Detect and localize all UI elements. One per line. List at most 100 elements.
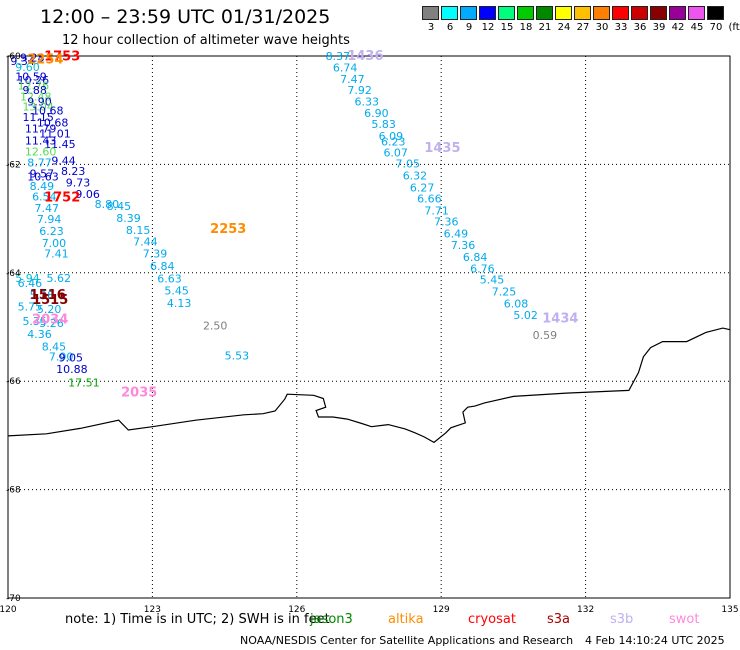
wave-height-value: 9.73 — [66, 177, 91, 190]
pass-time-label: 1434 — [542, 312, 578, 327]
wave-height-value: 7.36 — [451, 239, 476, 252]
map-subtitle: 12 hour collection of altimeter wave hei… — [62, 33, 350, 48]
wave-height-value: 9.28 — [20, 51, 45, 64]
antarctic-coastline — [7, 327, 731, 444]
wave-height-value: 7.36 — [434, 216, 459, 229]
satellite-jason3-label: jason3 — [310, 612, 353, 627]
wave-height-value: 6.76 — [470, 262, 495, 275]
wave-height-value: 6.46 — [18, 277, 43, 290]
wave-height-value: 10.63 — [27, 171, 59, 184]
colorbar-swatch — [422, 6, 439, 20]
lat-tick-label: -64 — [6, 269, 21, 279]
colorbar-swatch — [688, 6, 705, 20]
lon-tick-label: 120 — [0, 605, 17, 615]
pass-time-label: 2253 — [210, 222, 246, 237]
wave-height-value: 8.39 — [116, 212, 141, 225]
wave-height-value: 9.34 — [10, 55, 35, 68]
wave-height-value: 10.88 — [56, 363, 87, 376]
colorbar-tick-label: 42 — [671, 22, 685, 33]
wave-height-value: 7.41 — [44, 248, 69, 261]
satellite-swot-label: swot — [669, 612, 700, 627]
wave-height-value: 5.35 — [22, 315, 47, 328]
wave-height-value: 11.45 — [44, 138, 76, 151]
wave-height-value: 6.27 — [410, 182, 435, 195]
colorbar-tick-label: 30 — [595, 22, 609, 33]
pass-time-label: 2034 — [32, 313, 68, 328]
pass-time-label: 1752 — [44, 190, 80, 205]
lon-tick-label: 129 — [433, 605, 450, 615]
wave-height-value: 9.60 — [15, 61, 40, 74]
wave-height-value: 8.45 — [107, 200, 132, 213]
wave-height-value: 10.26 — [18, 74, 50, 87]
wave-height-value: 6.74 — [333, 62, 358, 75]
colorbar-tick-label: 45 — [690, 22, 704, 33]
wave-height-value: 5.94 — [15, 272, 40, 285]
wave-height-value: 5.83 — [371, 118, 396, 131]
colorbar-tick-label: 12 — [481, 22, 495, 33]
wave-height-value: 6.33 — [355, 95, 380, 108]
wave-height-value: 5.75 — [18, 301, 43, 314]
wave-height-value: 7.25 — [492, 286, 517, 299]
lat-tick-label: -66 — [6, 377, 21, 387]
wave-height-value: 2.50 — [203, 320, 228, 333]
wave-height-value: 5.20 — [37, 303, 62, 316]
lon-tick-label: 123 — [144, 605, 161, 615]
map-grid — [7, 55, 731, 599]
wave-height-value: 8.49 — [30, 180, 55, 193]
colorbar-swatch — [479, 6, 496, 20]
wave-height-value: 5.28 — [30, 289, 55, 302]
wave-height-value: 5.62 — [47, 272, 72, 285]
colorbar-swatch — [536, 6, 553, 20]
lat-tick-label: -68 — [6, 486, 21, 496]
colorbar-swatch — [498, 6, 515, 20]
wave-height-value: 17.51 — [68, 377, 100, 390]
data-labels: 9.289.349.6010.5910.2612.769.8812.489.90… — [10, 49, 578, 401]
wave-height-value: 6.23 — [381, 135, 406, 148]
pass-time-label: 2035 — [121, 385, 157, 400]
wave-height-value: 8.15 — [126, 224, 151, 237]
satellite-cryosat-label: cryosat — [468, 612, 516, 627]
colorbar-tick-label: 18 — [519, 22, 533, 33]
wave-height-value: 11.15 — [22, 111, 54, 124]
pass-time-label: 1436 — [347, 49, 383, 64]
wave-height-value: 6.32 — [403, 170, 428, 183]
colorbar-swatch — [612, 6, 629, 20]
wave-height-value: 6.23 — [39, 225, 64, 238]
colorbar-swatch — [593, 6, 610, 20]
colorbar-swatch — [707, 6, 724, 20]
wave-height-value: 9.05 — [59, 352, 84, 365]
lon-tick-label: 135 — [721, 605, 738, 615]
wave-height-value: 9.06 — [75, 188, 100, 201]
wave-height-value: 5.26 — [39, 317, 64, 330]
wave-height-value: 6.08 — [504, 297, 528, 310]
wave-height-value: 5.45 — [164, 284, 189, 297]
wave-height-value: 11.01 — [39, 127, 71, 140]
wave-height-value: 9.88 — [22, 84, 47, 97]
wave-height-value: 10.59 — [15, 70, 47, 83]
wave-height-value: 8.80 — [95, 198, 120, 211]
wave-height-value: 8.37 — [326, 50, 351, 63]
lat-tick-label: -60 — [6, 52, 21, 62]
colorbar-tick-label: 15 — [500, 22, 514, 33]
axis-labels: 120 123 126 129 132 135 -60 -62 -64 -66 -68 -70 — [0, 52, 739, 615]
colorbar-swatch — [517, 6, 534, 20]
colorbar-tick-label: 6 — [446, 22, 454, 33]
satellite-s3a-label: s3a — [547, 612, 571, 627]
colorbar-tick-label: 70 — [709, 22, 723, 33]
colorbar-tick-label: 33 — [614, 22, 628, 33]
satellite-altika-label: altika — [388, 612, 424, 627]
wave-height-value: 7.47 — [34, 202, 59, 215]
wave-height-value: 12.60 — [25, 146, 56, 159]
colorbar-swatch — [650, 6, 667, 20]
pass-time-label: 1515 — [32, 293, 68, 308]
colorbar-tick-label: 3 — [427, 22, 435, 33]
wave-height-value: 4.36 — [27, 328, 52, 341]
wave-height-value: 6.66 — [417, 192, 442, 205]
pass-time-label: 1516 — [30, 288, 66, 303]
wave-height-value: 6.54 — [32, 191, 57, 204]
colorbar-tick-label: 39 — [652, 22, 666, 33]
wave-height-value: 11.79 — [25, 122, 56, 135]
lat-tick-label: -70 — [6, 594, 21, 604]
satellite-s3b-label: s3b — [610, 612, 634, 627]
map-frame — [7, 55, 731, 599]
